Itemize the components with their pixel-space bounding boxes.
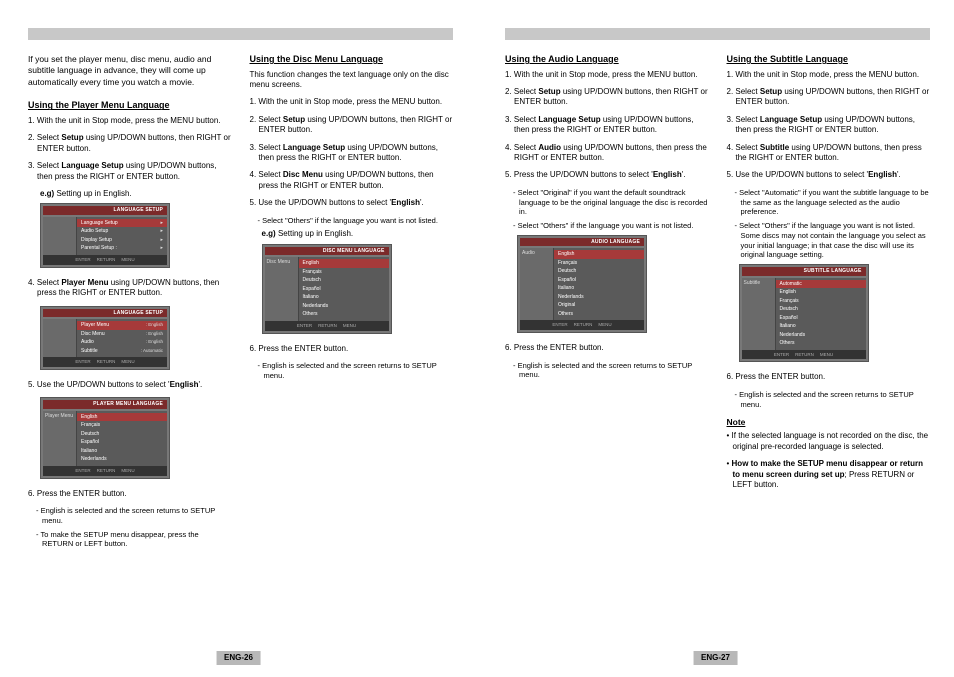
sec3-step6: 6. Press the ENTER button. — [505, 343, 709, 353]
sec2-step3: 3. Select Language Setup using UP/DOWN b… — [250, 143, 454, 164]
sec4-step5-sub2: - Select "Others" if the language you wa… — [741, 221, 931, 260]
sec4-step6: 6. Press the ENTER button. — [727, 372, 931, 382]
sec4-step6-sub: - English is selected and the screen ret… — [741, 390, 931, 410]
sec3-step5-sub2: - Select "Others" if the language you wa… — [519, 221, 709, 231]
sec1-title: Using the Player Menu Language — [28, 100, 232, 112]
sec4-step5-sub1: - Select "Automatic" if you want the sub… — [741, 188, 931, 217]
sec1-step6: 6. Press the ENTER button. — [28, 489, 232, 499]
sec2-step6: 6. Press the ENTER button. — [250, 344, 454, 354]
sec2-eg: e.g) Setting up in English. — [262, 229, 454, 239]
sec1-step4: 4. Select Player Menu using UP/DOWN butt… — [28, 278, 232, 299]
osd-disc-menu-lang: DISC MENU LANGUAGEDisc MenuEnglishFrança… — [262, 244, 392, 334]
sec3-step5-sub1: - Select "Original" if you want the defa… — [519, 188, 709, 217]
sec1-eg: e.g) Setting up in English. — [40, 189, 232, 199]
header-bar — [28, 28, 453, 40]
osd-subtitle-lang: SUBTITLE LANGUAGESubtitleAutomaticEnglis… — [739, 264, 869, 362]
sec1-step6-sub1: - English is selected and the screen ret… — [42, 506, 232, 526]
sec4-step4: 4. Select Subtitle using UP/DOWN buttons… — [727, 143, 931, 164]
sec4-title: Using the Subtitle Language — [727, 54, 931, 66]
sec3-step5: 5. Press the UP/DOWN buttons to select '… — [505, 170, 709, 180]
intro-text: If you set the player menu, disc menu, a… — [28, 54, 232, 88]
sec2-step5-sub: - Select "Others" if the language you wa… — [264, 216, 454, 226]
col-4: Using the Subtitle Language 1. With the … — [727, 54, 931, 497]
col-3: Using the Audio Language 1. With the uni… — [505, 54, 709, 497]
page-right: Using the Audio Language 1. With the uni… — [477, 0, 954, 677]
page-spread: If you set the player menu, disc menu, a… — [0, 0, 954, 677]
sec1-step5: 5. Use the UP/DOWN buttons to select 'En… — [28, 380, 232, 390]
sec1-step1: 1. With the unit in Stop mode, press the… — [28, 116, 232, 126]
sec2-title: Using the Disc Menu Language — [250, 54, 454, 66]
sec2-lead: This function changes the text language … — [250, 70, 454, 91]
osd-player-menu-lang: PLAYER MENU LANGUAGEPlayer MenuEnglishFr… — [40, 397, 170, 478]
sec3-step2: 2. Select Setup using UP/DOWN buttons, t… — [505, 87, 709, 108]
note-header: Note — [727, 417, 931, 428]
page-left: If you set the player menu, disc menu, a… — [0, 0, 477, 677]
sec3-step4: 4. Select Audio using UP/DOWN buttons, t… — [505, 143, 709, 164]
sec3-step6-sub: - English is selected and the screen ret… — [519, 361, 709, 381]
sec1-step6-sub2: - To make the SETUP menu disappear, pres… — [42, 530, 232, 550]
sec2-step5: 5. Use the UP/DOWN buttons to select 'En… — [250, 198, 454, 208]
sec4-step2: 2. Select Setup using UP/DOWN buttons, t… — [727, 87, 931, 108]
sec4-step5: 5. Use the UP/DOWN buttons to select 'En… — [727, 170, 931, 180]
sec2-step4: 4. Select Disc Menu using UP/DOWN button… — [250, 170, 454, 191]
sec3-title: Using the Audio Language — [505, 54, 709, 66]
sec4-step1: 1. With the unit in Stop mode, press the… — [727, 70, 931, 80]
sec1-step3: 3. Select Language Setup using UP/DOWN b… — [28, 161, 232, 182]
osd-player-menu-list: LANGUAGE SETUPPlayer Menu: EnglishDisc M… — [40, 306, 170, 370]
osd-audio-lang: AUDIO LANGUAGEAudioEnglishFrançaisDeutsc… — [517, 235, 647, 333]
osd-language-setup: LANGUAGE SETUPLanguage Setup▸Audio Setup… — [40, 203, 170, 267]
sec2-step1: 1. With the unit in Stop mode, press the… — [250, 97, 454, 107]
sec1-step2: 2. Select Setup using UP/DOWN buttons, t… — [28, 133, 232, 154]
sec3-step1: 1. With the unit in Stop mode, press the… — [505, 70, 709, 80]
col-2: Using the Disc Menu Language This functi… — [250, 54, 454, 553]
sec3-step3: 3. Select Language Setup using UP/DOWN b… — [505, 115, 709, 136]
sec2-step2: 2. Select Setup using UP/DOWN buttons, t… — [250, 115, 454, 136]
page-number-right: ENG-27 — [693, 651, 738, 665]
header-bar — [505, 28, 930, 40]
sec2-step6-sub: - English is selected and the screen ret… — [264, 361, 454, 381]
page-number-left: ENG-26 — [216, 651, 261, 665]
note-2: • How to make the SETUP menu disappear o… — [727, 459, 931, 490]
note-1: • If the selected language is not record… — [727, 431, 931, 452]
col-1: If you set the player menu, disc menu, a… — [28, 54, 232, 553]
sec4-step3: 3. Select Language Setup using UP/DOWN b… — [727, 115, 931, 136]
